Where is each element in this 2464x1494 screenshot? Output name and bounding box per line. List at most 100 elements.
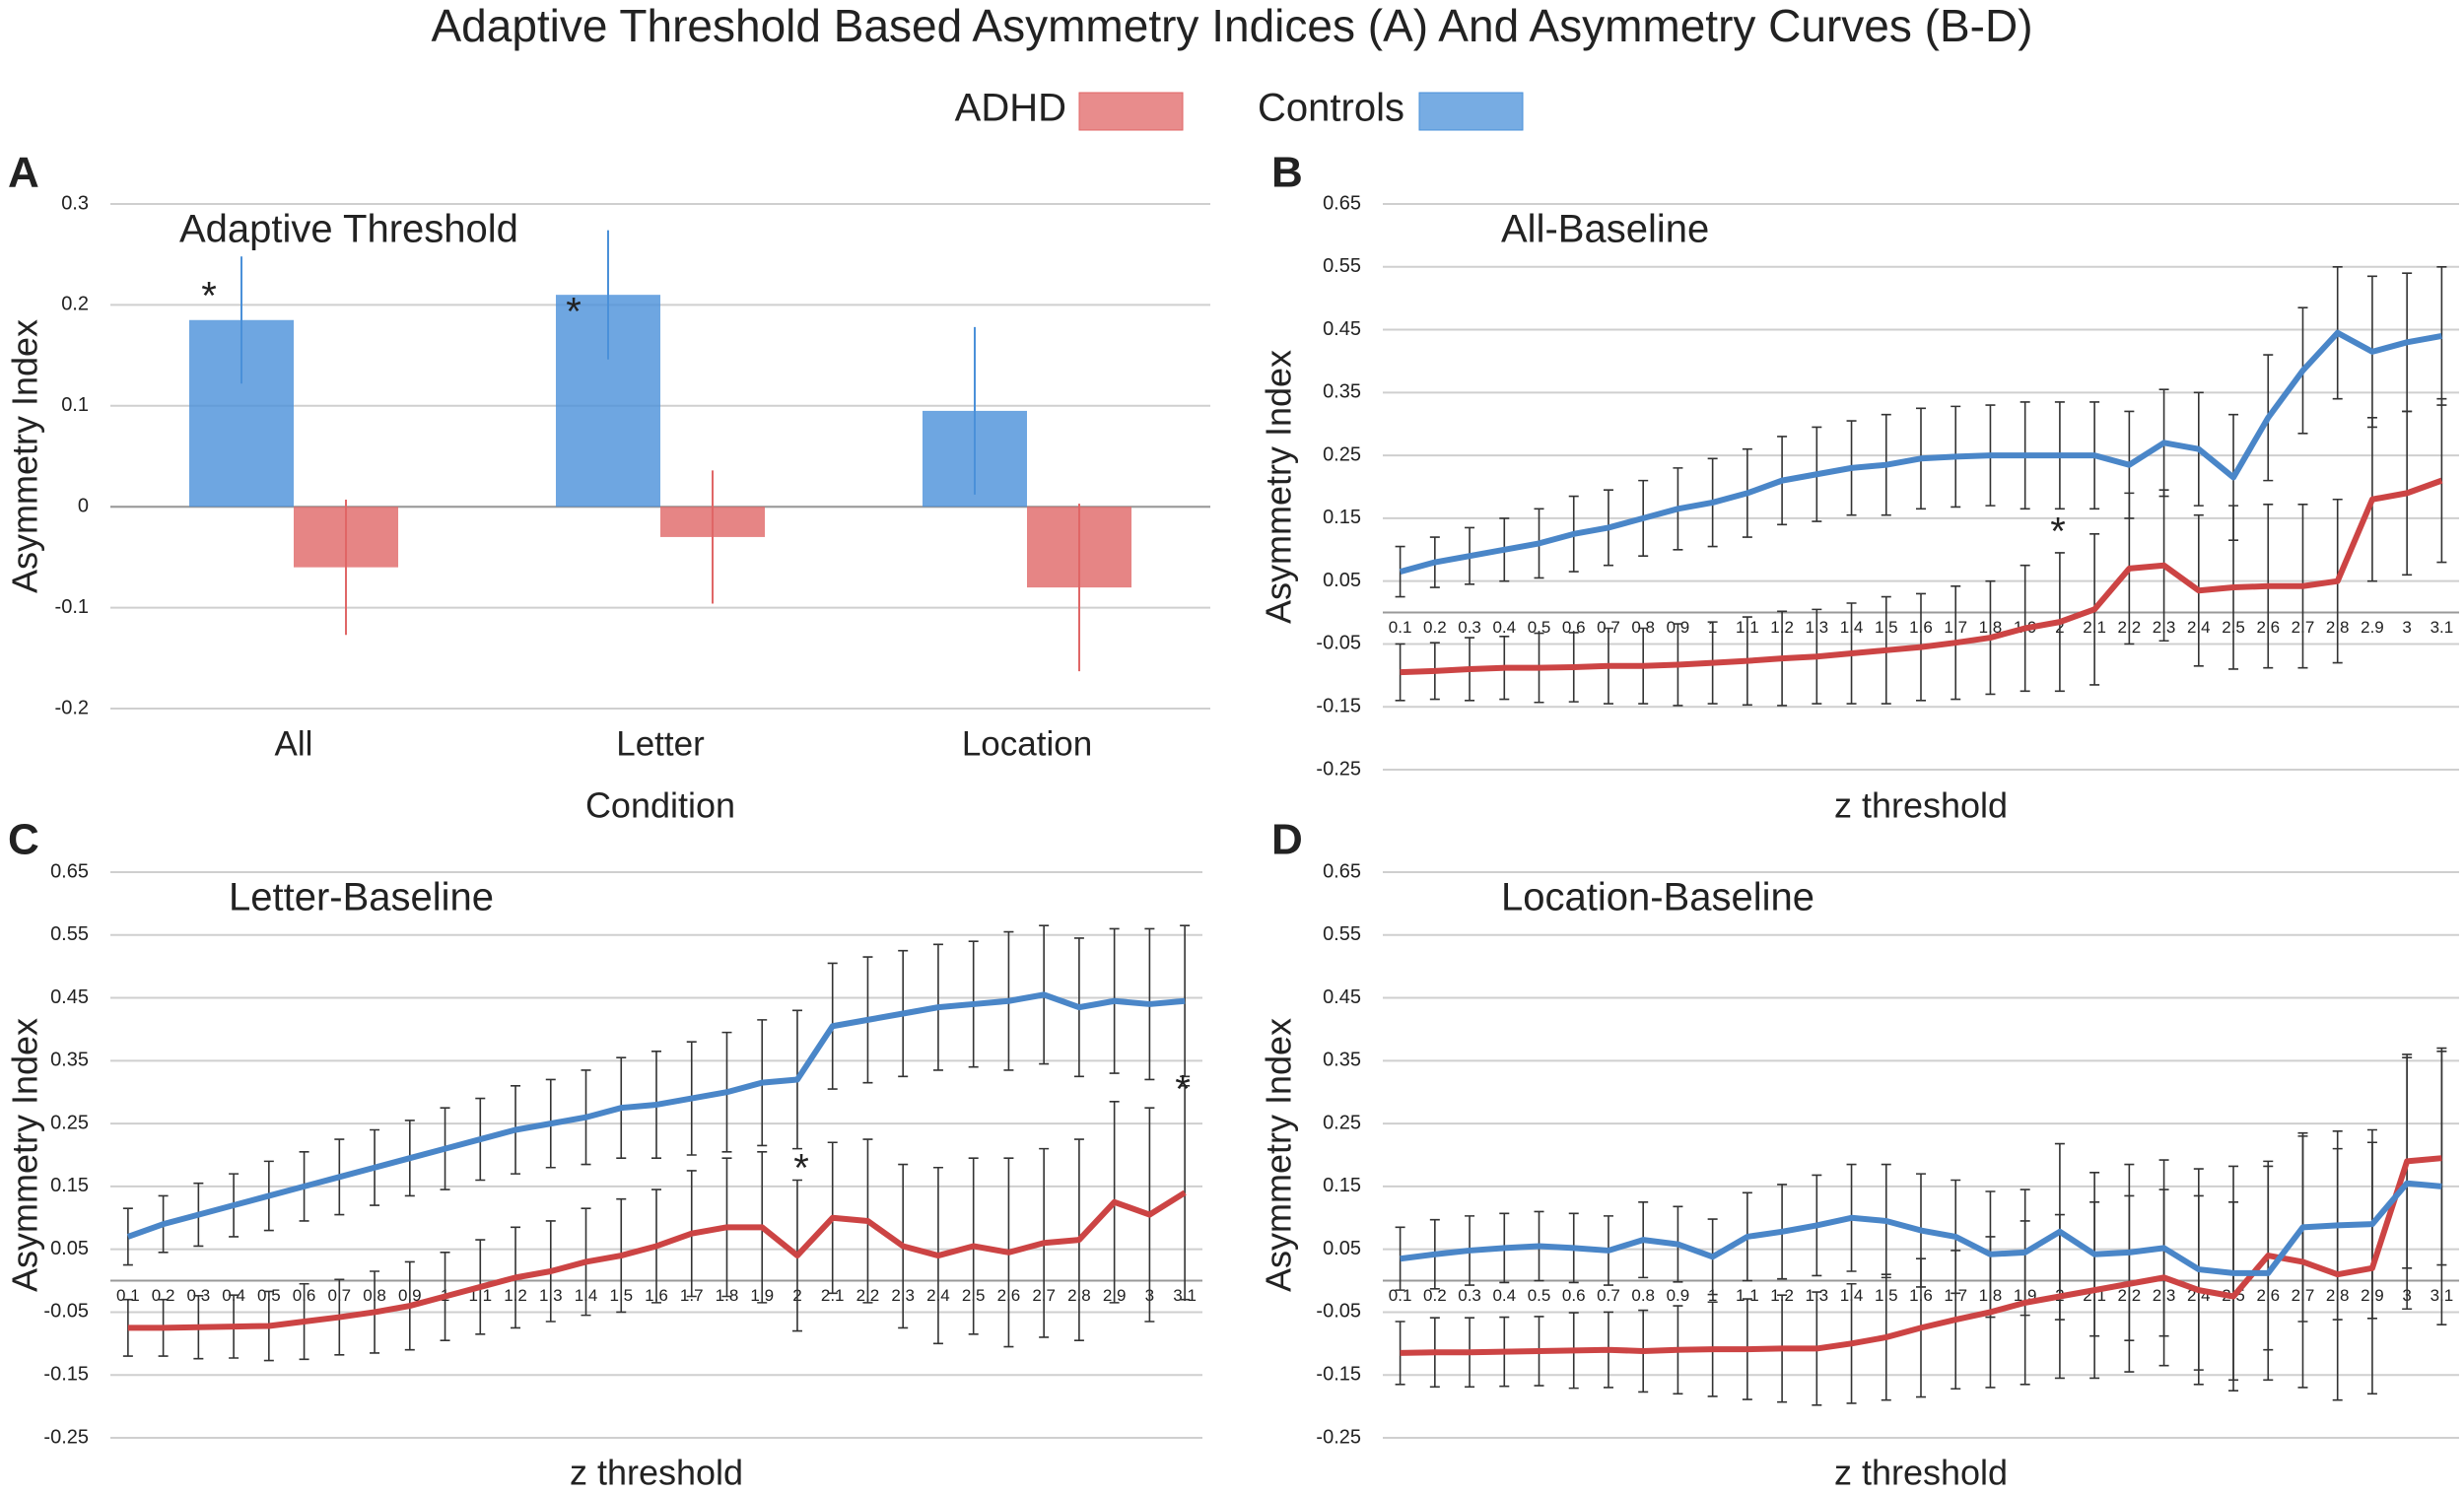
- x-tick-label: 1: [1708, 1286, 1717, 1305]
- y-axis-label: Asymmetry Index: [1259, 350, 1299, 624]
- annotation: *: [566, 291, 582, 334]
- y-tick-label: -0.15: [1316, 696, 1361, 717]
- x-tick-label: 2.1: [821, 1286, 845, 1305]
- panel-letter: D: [1271, 816, 1303, 864]
- error-bar: [1395, 1226, 1405, 1291]
- y-tick-label: 0.45: [50, 986, 89, 1008]
- x-tick-label: 0.8: [1631, 618, 1655, 637]
- y-tick-label: -0.05: [1316, 1301, 1361, 1323]
- x-tick-label: 0.2: [1423, 1286, 1447, 1305]
- y-tick-label: 0.35: [1323, 1050, 1361, 1071]
- y-tick-label: 0.2: [61, 294, 89, 315]
- annotation: *: [1175, 1068, 1191, 1112]
- y-tick-label: 0.25: [1323, 443, 1361, 465]
- x-tick-label: 0.1: [116, 1286, 140, 1305]
- panel-title: All-Baseline: [1501, 208, 1709, 251]
- y-tick-label: 0.25: [1323, 1112, 1361, 1133]
- x-axis-label: z threshold: [1834, 1453, 2008, 1493]
- y-tick-label: -0.25: [1316, 1426, 1361, 1448]
- x-tick-label: 0.9: [1667, 1286, 1690, 1305]
- y-tick-label: -0.15: [43, 1364, 89, 1386]
- panel-title: Adaptive Threshold: [179, 208, 518, 251]
- x-tick-label: 0.1: [1389, 618, 1412, 637]
- y-tick-label: 0.55: [1323, 923, 1361, 945]
- y-tick-label: -0.15: [1316, 1364, 1361, 1386]
- y-tick-label: -0.25: [1316, 758, 1361, 780]
- error-bar: [1395, 545, 1405, 598]
- x-tick-label: 0.4: [1492, 1286, 1516, 1305]
- y-tick-label: -0.05: [1316, 633, 1361, 654]
- x-tick-label: 0.3: [1458, 1286, 1481, 1305]
- y-tick-label: 0.55: [1323, 255, 1361, 277]
- x-axis-label: z threshold: [1834, 785, 2008, 826]
- error-bar: [1395, 1321, 1405, 1386]
- y-tick-label: -0.1: [55, 596, 89, 618]
- y-tick-label: 0.65: [50, 860, 89, 882]
- x-tick-label: 0.5: [1528, 618, 1551, 637]
- x-axis-label: z threshold: [570, 1453, 743, 1493]
- y-tick-label: 0.15: [50, 1175, 89, 1196]
- x-tick-label: 0.1: [1389, 1286, 1412, 1305]
- x-tick-label: 0.4: [1492, 618, 1516, 637]
- y-tick-label: 0.45: [1323, 986, 1361, 1008]
- legend-swatch: [1418, 92, 1524, 131]
- y-tick-label: -0.2: [55, 697, 89, 718]
- x-tick-label: 0.7: [1597, 1286, 1620, 1305]
- y-tick-label: 0.35: [1323, 381, 1361, 403]
- annotation: *: [2050, 510, 2066, 554]
- y-tick-label: 0: [78, 495, 89, 516]
- y-tick-label: 0.15: [1323, 1175, 1361, 1196]
- x-tick-label: 2.9: [2361, 618, 2384, 637]
- line: [1399, 329, 2442, 575]
- y-tick-label: -0.25: [43, 1426, 89, 1448]
- x-axis-label: Condition: [585, 785, 735, 826]
- error-bar: [2436, 265, 2447, 406]
- panel-letter: B: [1271, 149, 1303, 197]
- y-tick-label: 0.15: [1323, 507, 1361, 528]
- x-tick-label: 0.6: [1562, 618, 1586, 637]
- error-bar: [1395, 643, 1405, 702]
- panel-letter: C: [8, 816, 39, 864]
- y-tick-label: 0.05: [50, 1238, 89, 1259]
- x-tick-label: 0.2: [152, 1286, 175, 1305]
- error-bar: [1180, 924, 1191, 1078]
- x-tick-label: 0.6: [1562, 1286, 1586, 1305]
- panel-letter: A: [8, 149, 39, 197]
- y-tick-label: 0.65: [1323, 192, 1361, 214]
- y-tick-label: 0.3: [61, 192, 89, 214]
- y-tick-label: 0.25: [50, 1112, 89, 1133]
- x-tick-label: 1.1: [1736, 1286, 1759, 1305]
- y-axis-label: Asymmetry Index: [1259, 1018, 1299, 1292]
- y-tick-label: 0.05: [1323, 1238, 1361, 1259]
- y-tick-label: 0.05: [1323, 570, 1361, 591]
- y-axis-label: Asymmetry Index: [5, 319, 45, 593]
- x-tick-label: All: [275, 724, 313, 763]
- error-bar: [1180, 1085, 1191, 1301]
- x-tick-label: Location: [962, 724, 1092, 763]
- y-tick-label: -0.05: [43, 1301, 89, 1323]
- legend-label: ADHD: [955, 87, 1066, 130]
- x-tick-label: 0.5: [1528, 1286, 1551, 1305]
- x-tick-label: 0.8: [1631, 1286, 1655, 1305]
- line: [1400, 477, 2443, 676]
- annotation: *: [201, 275, 217, 318]
- y-tick-label: 0.45: [1323, 318, 1361, 340]
- legend-label: Controls: [1258, 87, 1404, 130]
- x-tick-label: 0.7: [1597, 618, 1620, 637]
- panel-title: Location-Baseline: [1501, 876, 1814, 919]
- x-tick-label: Letter: [616, 724, 705, 763]
- x-tick-label: 3: [2402, 618, 2411, 637]
- y-tick-label: 0.55: [50, 923, 89, 945]
- panel-title: Letter-Baseline: [229, 876, 494, 919]
- line: [126, 991, 1186, 1240]
- y-axis-label: Asymmetry Index: [5, 1018, 45, 1292]
- line: [127, 1189, 1187, 1331]
- x-tick-label: 3.1: [2430, 618, 2454, 637]
- error-bar: [2436, 1047, 2447, 1325]
- figure-title: Adaptive Threshold Based Asymmetry Indic…: [431, 0, 2032, 51]
- line: [1400, 1180, 2442, 1276]
- y-tick-label: 0.1: [61, 394, 89, 416]
- y-tick-label: 0.65: [1323, 860, 1361, 882]
- x-tick-label: 0.2: [1423, 618, 1447, 637]
